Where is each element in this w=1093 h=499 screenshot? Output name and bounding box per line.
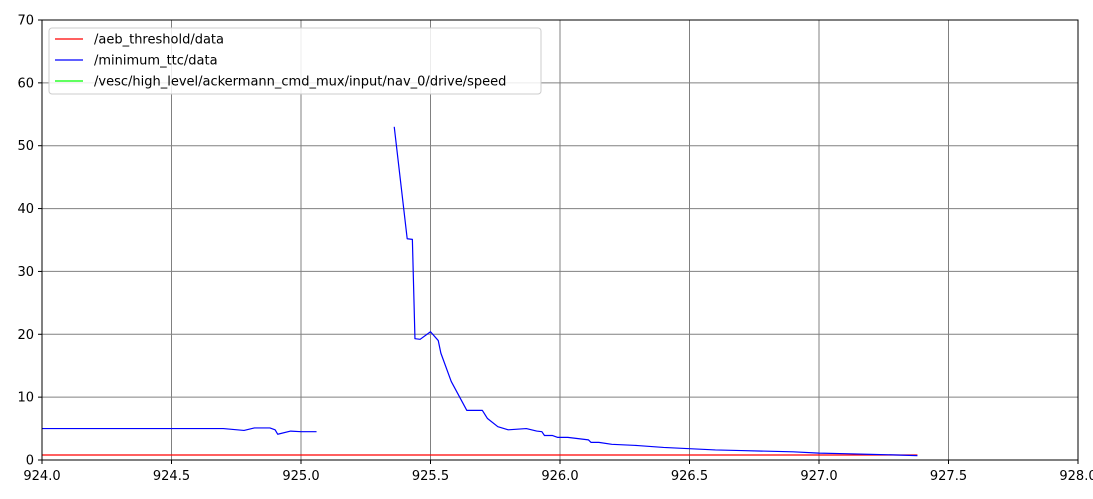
legend-label: /vesc/high_level/ackermann_cmd_mux/input… [94, 75, 506, 90]
x-tick-label: 924.0 [23, 469, 60, 484]
y-tick-label: 30 [17, 265, 34, 280]
y-tick-label: 20 [17, 328, 34, 343]
x-tick-label: 926.0 [541, 469, 578, 484]
x-tick-label: 928.0 [1059, 469, 1093, 484]
legend: /aeb_threshold/data/minimum_ttc/data/ves… [48, 27, 542, 95]
legend-label: /aeb_threshold/data [94, 33, 224, 48]
x-tick-label: 925.5 [412, 469, 449, 484]
x-tick-label: 924.5 [153, 469, 190, 484]
series-line-1 [42, 427, 317, 435]
series-line-1 [393, 126, 918, 457]
axis-ticks: 924.0 924.5 925.0 925.5 926.0 926.5 927.0 927.5… [17, 14, 1093, 485]
y-tick-label: 70 [17, 14, 34, 29]
x-tick-label: 926.5 [671, 469, 708, 484]
y-tick-label: 10 [17, 391, 34, 406]
x-tick-label: 927.0 [800, 469, 837, 484]
y-tick-label: 40 [17, 202, 34, 217]
y-tick-label: 0 [26, 454, 34, 469]
series-layer [42, 126, 918, 457]
y-tick-label: 60 [17, 76, 34, 91]
legend-box [48, 27, 542, 95]
legend-label: /minimum_ttc/data [94, 54, 218, 69]
x-tick-label: 925.0 [282, 469, 319, 484]
y-tick-label: 50 [17, 139, 34, 154]
x-tick-label: 927.5 [930, 469, 967, 484]
